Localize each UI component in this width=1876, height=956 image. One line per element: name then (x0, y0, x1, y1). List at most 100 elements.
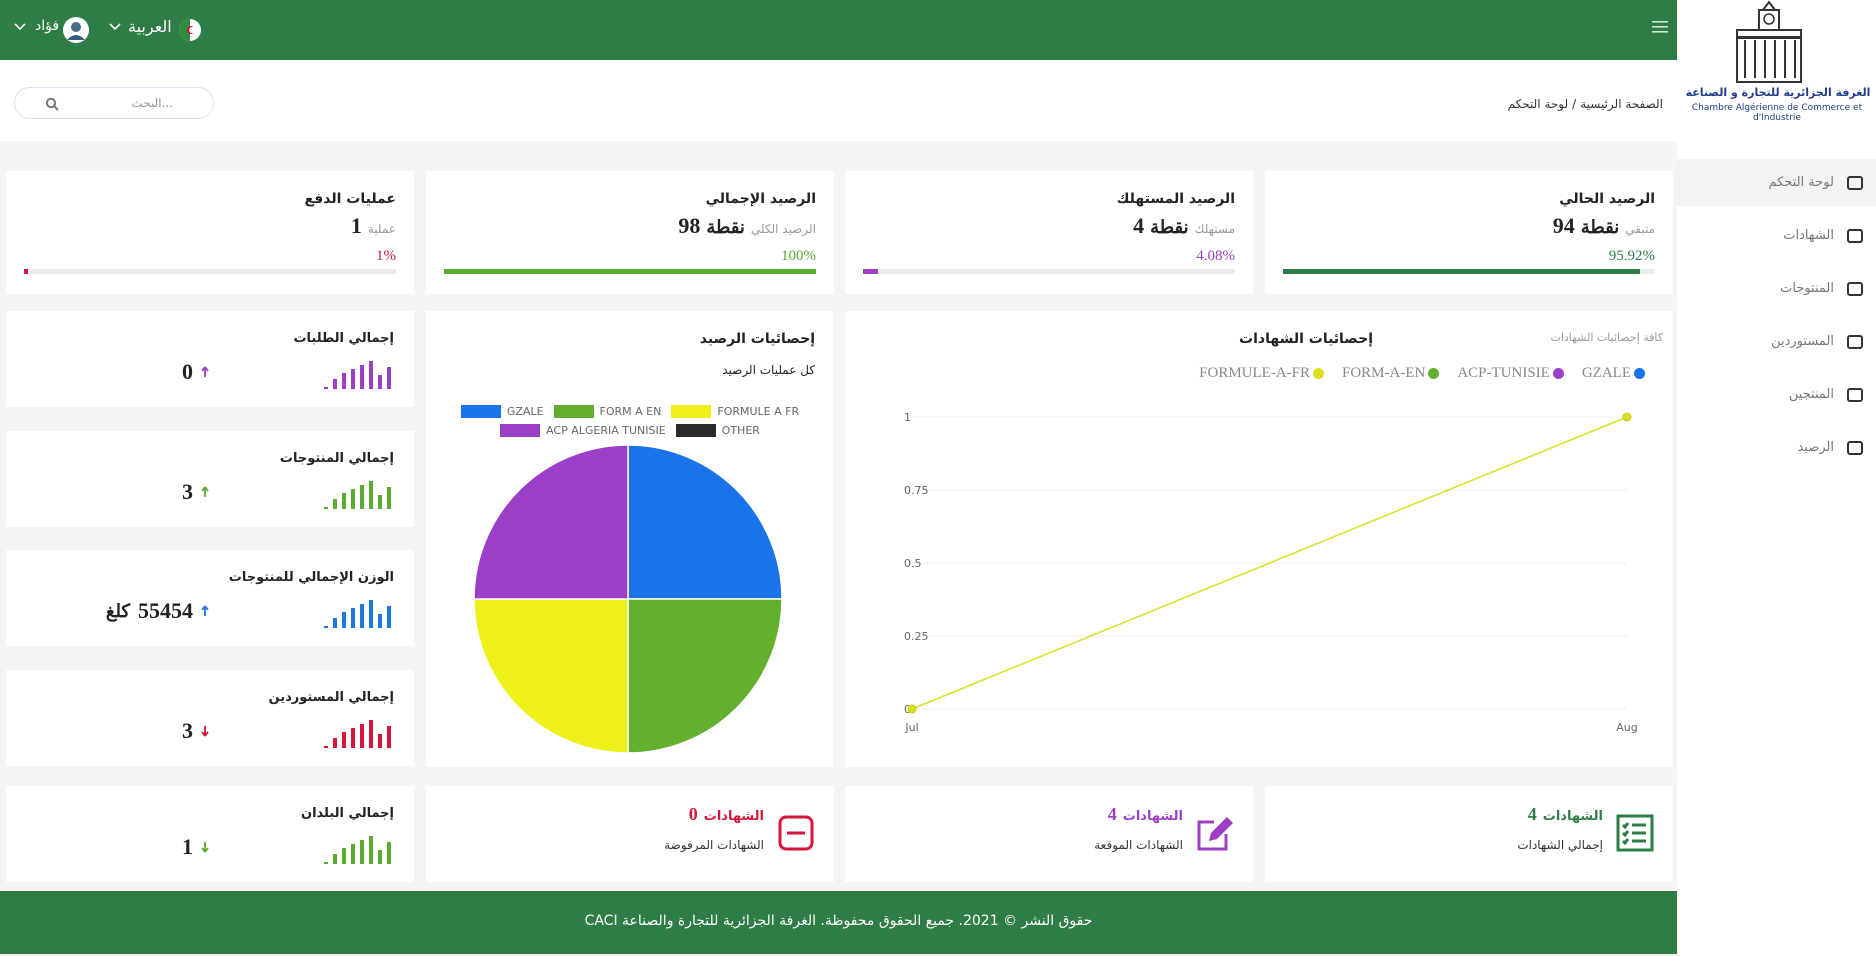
sparkline (324, 720, 391, 748)
pie-slice (473, 444, 629, 600)
menu-item[interactable]: لوحة التحكم (1677, 159, 1876, 206)
spark-bar (369, 600, 373, 628)
trend-arrow (201, 366, 209, 377)
card-unit: نقطة (1580, 217, 1620, 237)
spark-bar (351, 728, 355, 748)
card-title: إجمالي البلدان (301, 806, 394, 821)
menu-icon (1847, 176, 1863, 190)
spark-bar (387, 606, 391, 628)
spark-bar (324, 626, 328, 628)
menu-label: المنتوجات (1780, 281, 1834, 296)
menu-label: المستوردين (1771, 334, 1834, 349)
line-card: إحصائيات الشهادات كافة إحصائيات الشهادات G… (845, 311, 1673, 767)
icon-shape (1847, 229, 1863, 243)
user-chevron[interactable] (14, 22, 26, 32)
summary-value-row: 0 (182, 359, 209, 385)
progress-label: 95.92% (1608, 248, 1655, 264)
menu-label: لوحة التحكم (1768, 175, 1834, 190)
legend-dot (1313, 368, 1324, 379)
chart-title: إحصائيات الرصيد (699, 331, 815, 347)
card-title: إجمالي المنتوجات (279, 451, 394, 466)
line (911, 416, 1628, 710)
legend: GZALE FORM A EN FORMULE A FR ACP ALGERIA TU… (440, 405, 820, 437)
icon-shape (1621, 838, 1630, 846)
spark-bar (378, 495, 382, 509)
language-chevron[interactable] (109, 22, 121, 32)
legend-item: FORM-A-EN (1342, 365, 1440, 382)
arrow (201, 486, 209, 497)
line-plot: 0 0.25 0.5 0.75 1 Jul Aug (904, 411, 1638, 734)
arrow (201, 726, 209, 737)
legend-dot (1634, 368, 1645, 379)
search-icon[interactable] (45, 97, 59, 111)
icon-shape (1847, 176, 1863, 190)
summary-value-row: 3 (182, 718, 209, 744)
menu-label: المنتجين (1788, 387, 1834, 402)
spark-bar (324, 507, 328, 509)
footer-text: حقوق النشر © 2021. جميع الحقوق محفوظة. ا… (584, 913, 1093, 929)
card-unit: نقطة (706, 217, 745, 237)
icon-shape (1621, 822, 1630, 830)
certificate-count: 4 (1107, 804, 1117, 824)
arrow (201, 366, 209, 377)
card-value-row: الرصيد الكلي نقطة 98 (678, 213, 816, 239)
summary-card: إجمالي المنتوجات 3 (6, 431, 414, 527)
menu-icon (1847, 388, 1863, 402)
certificate-icon (778, 815, 814, 851)
icon-shape (1847, 388, 1863, 402)
legend-swatch (671, 405, 712, 418)
menu-item[interactable]: المنتوجات (1677, 265, 1876, 312)
spark-bar (387, 726, 391, 748)
stat-card: الرصيد الإجمالي الرصيد الكلي نقطة 98 100% (426, 171, 834, 294)
spark-bar (360, 840, 364, 864)
menu-item[interactable]: الرصيد (1677, 424, 1876, 471)
logo-arabic: الغرفة الجزائرية للتجارة و الصناعة (1685, 86, 1871, 99)
legend-swatch (553, 405, 594, 418)
certificate-count: 0 (688, 804, 698, 824)
legend: GZALE ACP-TUNISIE FORM-A-EN FORMULE-A-FR (1199, 365, 1645, 382)
card-value-row: مستهلك نقطة 4 (1133, 213, 1235, 239)
spark-bar (351, 844, 355, 864)
pie-slice (473, 598, 629, 754)
summary-value: 0 (182, 359, 193, 384)
legend-label: ACP ALGERIA TUNISIE (546, 424, 666, 437)
certificate-title: الشهادات 4 (1528, 804, 1603, 825)
language[interactable]: العربية (128, 17, 172, 36)
trend-arrow (201, 486, 209, 497)
summary-value: 1 (182, 834, 193, 859)
legend-item: FORMULE-A-FR (1199, 365, 1324, 382)
card-value-row: عملية 1 (351, 213, 396, 239)
breadcrumb: الصفحة الرئيسية / لوحة التحكم (1508, 97, 1663, 111)
icon-shape (1616, 814, 1654, 852)
breadcrumb-home[interactable]: الصفحة الرئيسية (1580, 97, 1663, 111)
progress-label: 100% (781, 248, 816, 264)
spark-bar (351, 489, 355, 509)
chart-title: إحصائيات الشهادات (1239, 331, 1373, 347)
spark-bar (342, 612, 346, 628)
user-avatar[interactable] (62, 16, 90, 44)
certificate-label: الشهادات (1542, 809, 1603, 824)
progress-label: 1% (376, 248, 396, 264)
x-tick-label: Jul (904, 721, 918, 734)
topbar: فؤاد العربية (0, 0, 1677, 60)
summary-card: إجمالي البلدان 1 (6, 786, 414, 882)
menu-item[interactable]: المستوردين (1677, 318, 1876, 365)
stat-card: الرصيد الحالي متبقي نقطة 94 95.92% (1265, 171, 1673, 294)
spark-bar (378, 734, 382, 748)
menu-toggle[interactable] (1652, 20, 1670, 34)
search-box[interactable]: البحث... (14, 87, 214, 119)
card-caption: متبقي (1625, 222, 1655, 236)
card-title: الرصيد الحالي (1559, 191, 1655, 207)
menu-item[interactable]: الشهادات (1677, 212, 1876, 259)
icon-shape (1847, 335, 1863, 349)
progress-fill (444, 269, 816, 274)
flag[interactable] (178, 18, 202, 42)
user-name[interactable]: فؤاد (35, 18, 60, 34)
menu-item[interactable]: المنتجين (1677, 371, 1876, 418)
spark-bar (360, 604, 364, 628)
menu-icon (1847, 229, 1863, 243)
chart-subtitle: كل عمليات الرصيد (722, 363, 815, 377)
spark-bar (369, 361, 373, 389)
search-placeholder[interactable]: البحث... (131, 96, 173, 110)
legend-label: ACP-TUNISIE (1457, 365, 1550, 381)
